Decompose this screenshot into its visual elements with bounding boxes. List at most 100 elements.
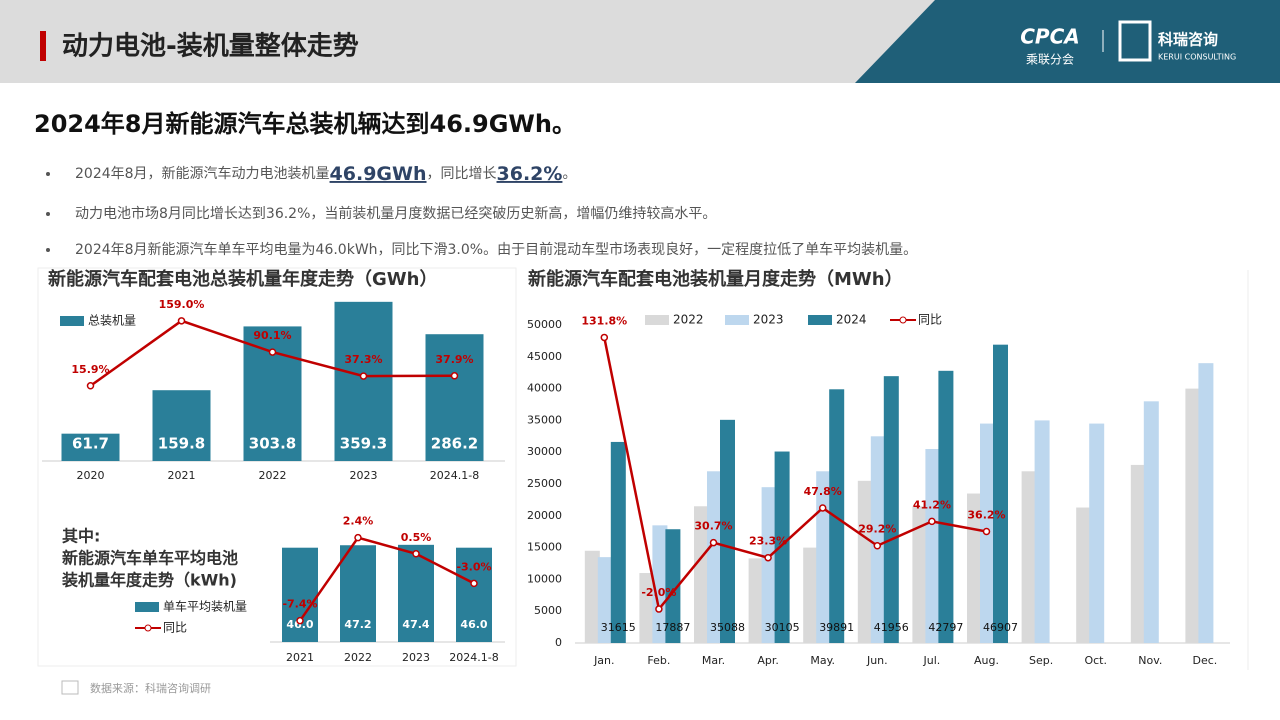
x-tick-label: Apr. (757, 654, 779, 667)
chart-title: 装机量年度走势（kWh) (61, 571, 237, 590)
y-tick-label: 5000 (534, 604, 562, 617)
x-tick-label: 2021 (286, 651, 314, 664)
y-tick-label: 25000 (527, 477, 562, 490)
x-tick-label: 2022 (259, 469, 287, 482)
data-label: 47.2 (344, 618, 371, 631)
legend-label: 单车平均装机量 (163, 599, 247, 614)
headline: 2024年8月新能源汽车总装机辆达到46.9GWh。 (34, 110, 576, 138)
bar (816, 471, 832, 643)
legend-swatch (60, 316, 84, 326)
y-tick-label: 40000 (527, 382, 562, 395)
legend-swatch (144, 624, 152, 632)
line-marker (709, 538, 718, 547)
legend-label: 2024 (836, 313, 867, 327)
bar (1143, 401, 1159, 643)
legend-swatch (899, 316, 907, 324)
data-label: 39891 (819, 621, 854, 634)
bar (1021, 471, 1037, 643)
line-marker (354, 533, 362, 542)
line-marker (268, 348, 277, 356)
data-label: 37.3% (344, 353, 382, 366)
data-label: 35088 (710, 621, 745, 634)
data-label: 131.8% (581, 314, 627, 327)
data-label: 31615 (601, 621, 636, 634)
bar (1076, 507, 1092, 643)
legend-label: 同比 (163, 621, 187, 635)
x-tick-label: 2024.1-8 (430, 469, 479, 482)
line-marker (600, 333, 609, 342)
bar (1130, 464, 1146, 643)
y-tick-label: 10000 (527, 572, 562, 585)
line-marker (296, 616, 304, 625)
bullet-dot (46, 248, 50, 252)
legend-swatch (808, 315, 832, 325)
line-marker (359, 372, 368, 380)
bar (1034, 420, 1050, 643)
logo-text: CPCA (1020, 25, 1080, 49)
bar (425, 334, 484, 461)
data-label: 46.0 (286, 618, 313, 631)
bar (456, 547, 492, 642)
x-tick-label: 2022 (344, 651, 372, 664)
bullet-dot (46, 172, 50, 176)
source: 数据来源：科瑞咨询调研 (90, 681, 211, 695)
legend-swatch (645, 315, 669, 325)
bar (282, 547, 318, 642)
bar (883, 376, 899, 643)
bar (925, 449, 941, 643)
bar (707, 471, 722, 643)
x-tick-label: 2023 (350, 469, 378, 482)
data-label: 30105 (765, 621, 800, 634)
logo-text: KERUI CONSULTING (1158, 53, 1236, 62)
data-label: 47.8% (804, 485, 842, 498)
bullet: 2024年8月，新能源汽车动力电池装机量46.9GWh，同比增长36.2%。 (75, 163, 576, 185)
bar (748, 558, 764, 643)
bar (639, 573, 655, 643)
data-label: 30.7% (694, 520, 732, 533)
bar (857, 480, 873, 643)
data-label: 23.3% (749, 535, 787, 548)
bullet-text: ，同比增长 (427, 166, 497, 182)
y-tick-label: 0 (555, 636, 562, 649)
bar (803, 547, 819, 643)
data-label: 42797 (928, 621, 963, 634)
data-label: 159.0% (159, 298, 205, 311)
x-tick-label: Mar. (702, 654, 725, 667)
x-tick-label: Sep. (1029, 654, 1053, 667)
data-label: 359.3 (340, 435, 387, 453)
x-tick-label: 2023 (402, 651, 430, 664)
y-tick-label: 30000 (527, 445, 562, 458)
chart-title: 新能源汽车配套电池总装机量年度走势（GWh） (48, 268, 437, 290)
header-logo-band (855, 0, 1280, 83)
bar (584, 550, 600, 643)
x-tick-label: 2024.1-8 (449, 651, 498, 664)
bar (1089, 423, 1105, 643)
data-label: -3.0% (456, 560, 491, 573)
bar (938, 370, 954, 643)
bar (610, 441, 626, 643)
y-tick-label: 45000 (527, 350, 562, 363)
x-tick-label: 2020 (77, 469, 105, 482)
line-marker (928, 517, 936, 526)
data-label: 46.0 (460, 618, 487, 631)
line-marker (470, 579, 478, 588)
data-label: 36.2% (967, 509, 1005, 522)
source-icon (61, 680, 79, 695)
data-label: 41.2% (913, 498, 951, 511)
bar (665, 529, 681, 643)
bar (720, 419, 735, 643)
header-title: 动力电池-装机量整体走势 (62, 31, 359, 62)
line-marker (764, 553, 772, 562)
data-label: -2.0% (641, 586, 676, 599)
data-label: 29.2% (858, 523, 896, 536)
legend-swatch (725, 315, 749, 325)
y-tick-label: 35000 (527, 413, 562, 426)
bar (340, 545, 376, 642)
chart-title: 新能源汽车单车平均电池 (62, 549, 238, 568)
data-label: 17887 (655, 621, 690, 634)
x-tick-label: May. (810, 654, 835, 667)
bar (694, 506, 709, 643)
y-tick-label: 15000 (527, 541, 562, 554)
